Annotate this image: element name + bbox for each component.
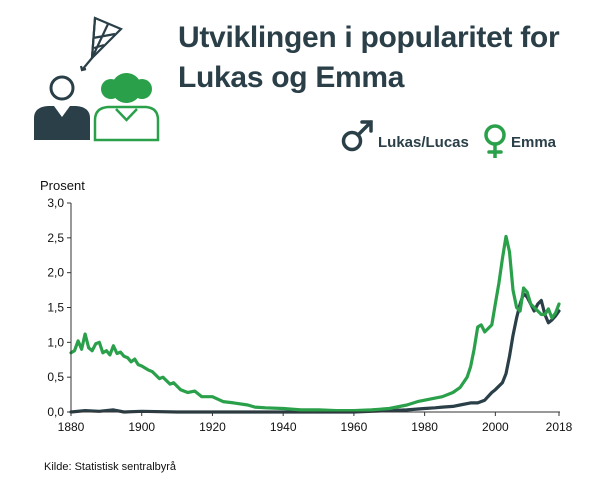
x-tick-label: 2018 — [546, 420, 573, 434]
legend-label-lukas: Lukas/Lucas — [378, 134, 469, 151]
y-axis-label: Prosent — [40, 178, 85, 193]
x-tick-label: 2000 — [482, 420, 509, 434]
x-tick-label: 1940 — [270, 420, 297, 434]
legend-label-emma: Emma — [511, 134, 557, 151]
y-axis-ticks: 0,0 0,5 1,0 1,5 2,0 2,5 3,0 — [47, 196, 71, 419]
x-tick-label: 1920 — [199, 420, 226, 434]
source-note: Kilde: Statistisk sentralbyrå — [44, 461, 177, 473]
chart-title: Utviklingen i popularitet for Lukas og E… — [178, 21, 560, 94]
x-tick-label: 1960 — [341, 420, 368, 434]
series-line-lukas-lucas — [69, 292, 561, 414]
y-tick-label: 1,0 — [47, 335, 64, 349]
chart-legend: Lukas/Lucas Emma — [341, 120, 557, 158]
x-axis-ticks: 1880 1900 1920 1940 1960 1980 2000 2018 — [58, 412, 573, 434]
y-tick-label: 1,5 — [47, 301, 64, 315]
kite-icon — [79, 16, 123, 72]
x-tick-label: 1880 — [58, 420, 85, 434]
x-tick-label: 1980 — [411, 420, 438, 434]
line-chart: Prosent 0,0 0,5 1,0 1,5 2,0 2,5 3,0 1880 1900 19… — [40, 178, 573, 434]
y-tick-label: 3,0 — [47, 196, 64, 210]
male-symbol-icon — [341, 120, 373, 152]
y-tick-label: 2,0 — [47, 266, 64, 280]
y-tick-label: 2,5 — [47, 231, 64, 245]
female-symbol-icon — [484, 124, 506, 158]
boy-icon — [34, 75, 90, 140]
series-line-emma — [69, 234, 561, 413]
y-tick-label: 0,5 — [47, 370, 64, 384]
y-tick-label: 0,0 — [47, 405, 64, 419]
girl-icon — [93, 73, 160, 142]
x-tick-label: 1900 — [128, 420, 155, 434]
series-lines — [69, 234, 561, 414]
children-with-kite-illustration — [34, 16, 160, 142]
